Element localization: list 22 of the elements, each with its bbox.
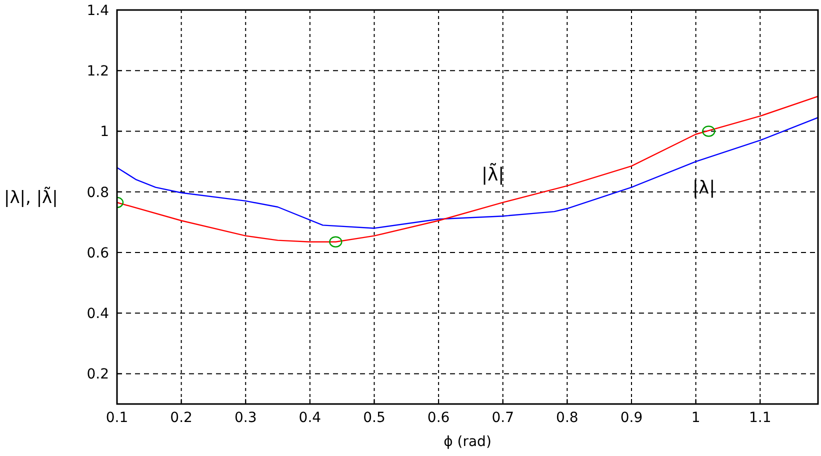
y-axis-title: |λ|, |λ̃| bbox=[4, 186, 58, 208]
line-series bbox=[117, 116, 818, 229]
y-tick-label: 0.2 bbox=[86, 366, 109, 383]
x-tick-label: 0.2 bbox=[170, 410, 192, 426]
y-tick-label: 0.6 bbox=[86, 245, 110, 262]
x-tick-label: 0.3 bbox=[234, 410, 257, 426]
x-tick-label: 0.4 bbox=[298, 410, 322, 426]
y-tick-label: 0.8 bbox=[86, 184, 109, 201]
x-tick-label: 0.5 bbox=[363, 410, 386, 426]
series-label: |λ̃| bbox=[481, 163, 504, 186]
x-tick-label: 0.6 bbox=[427, 410, 450, 426]
x-axis-title: ϕ (rad) bbox=[444, 434, 492, 450]
x-tick-label: 0.9 bbox=[620, 410, 643, 426]
x-tick-label: 0.7 bbox=[492, 410, 514, 426]
y-tick-label: 1.4 bbox=[86, 3, 110, 19]
y-tick-label: 0.4 bbox=[86, 306, 110, 322]
x-tick-label: 0.8 bbox=[556, 410, 578, 426]
y-tick-label: 1 bbox=[100, 124, 109, 140]
x-tick-label: 1 bbox=[691, 410, 700, 426]
x-tick-label: 1.1 bbox=[748, 410, 772, 426]
y-tick-label: 1.2 bbox=[86, 64, 109, 80]
x-tick-label: 0.1 bbox=[106, 410, 128, 426]
